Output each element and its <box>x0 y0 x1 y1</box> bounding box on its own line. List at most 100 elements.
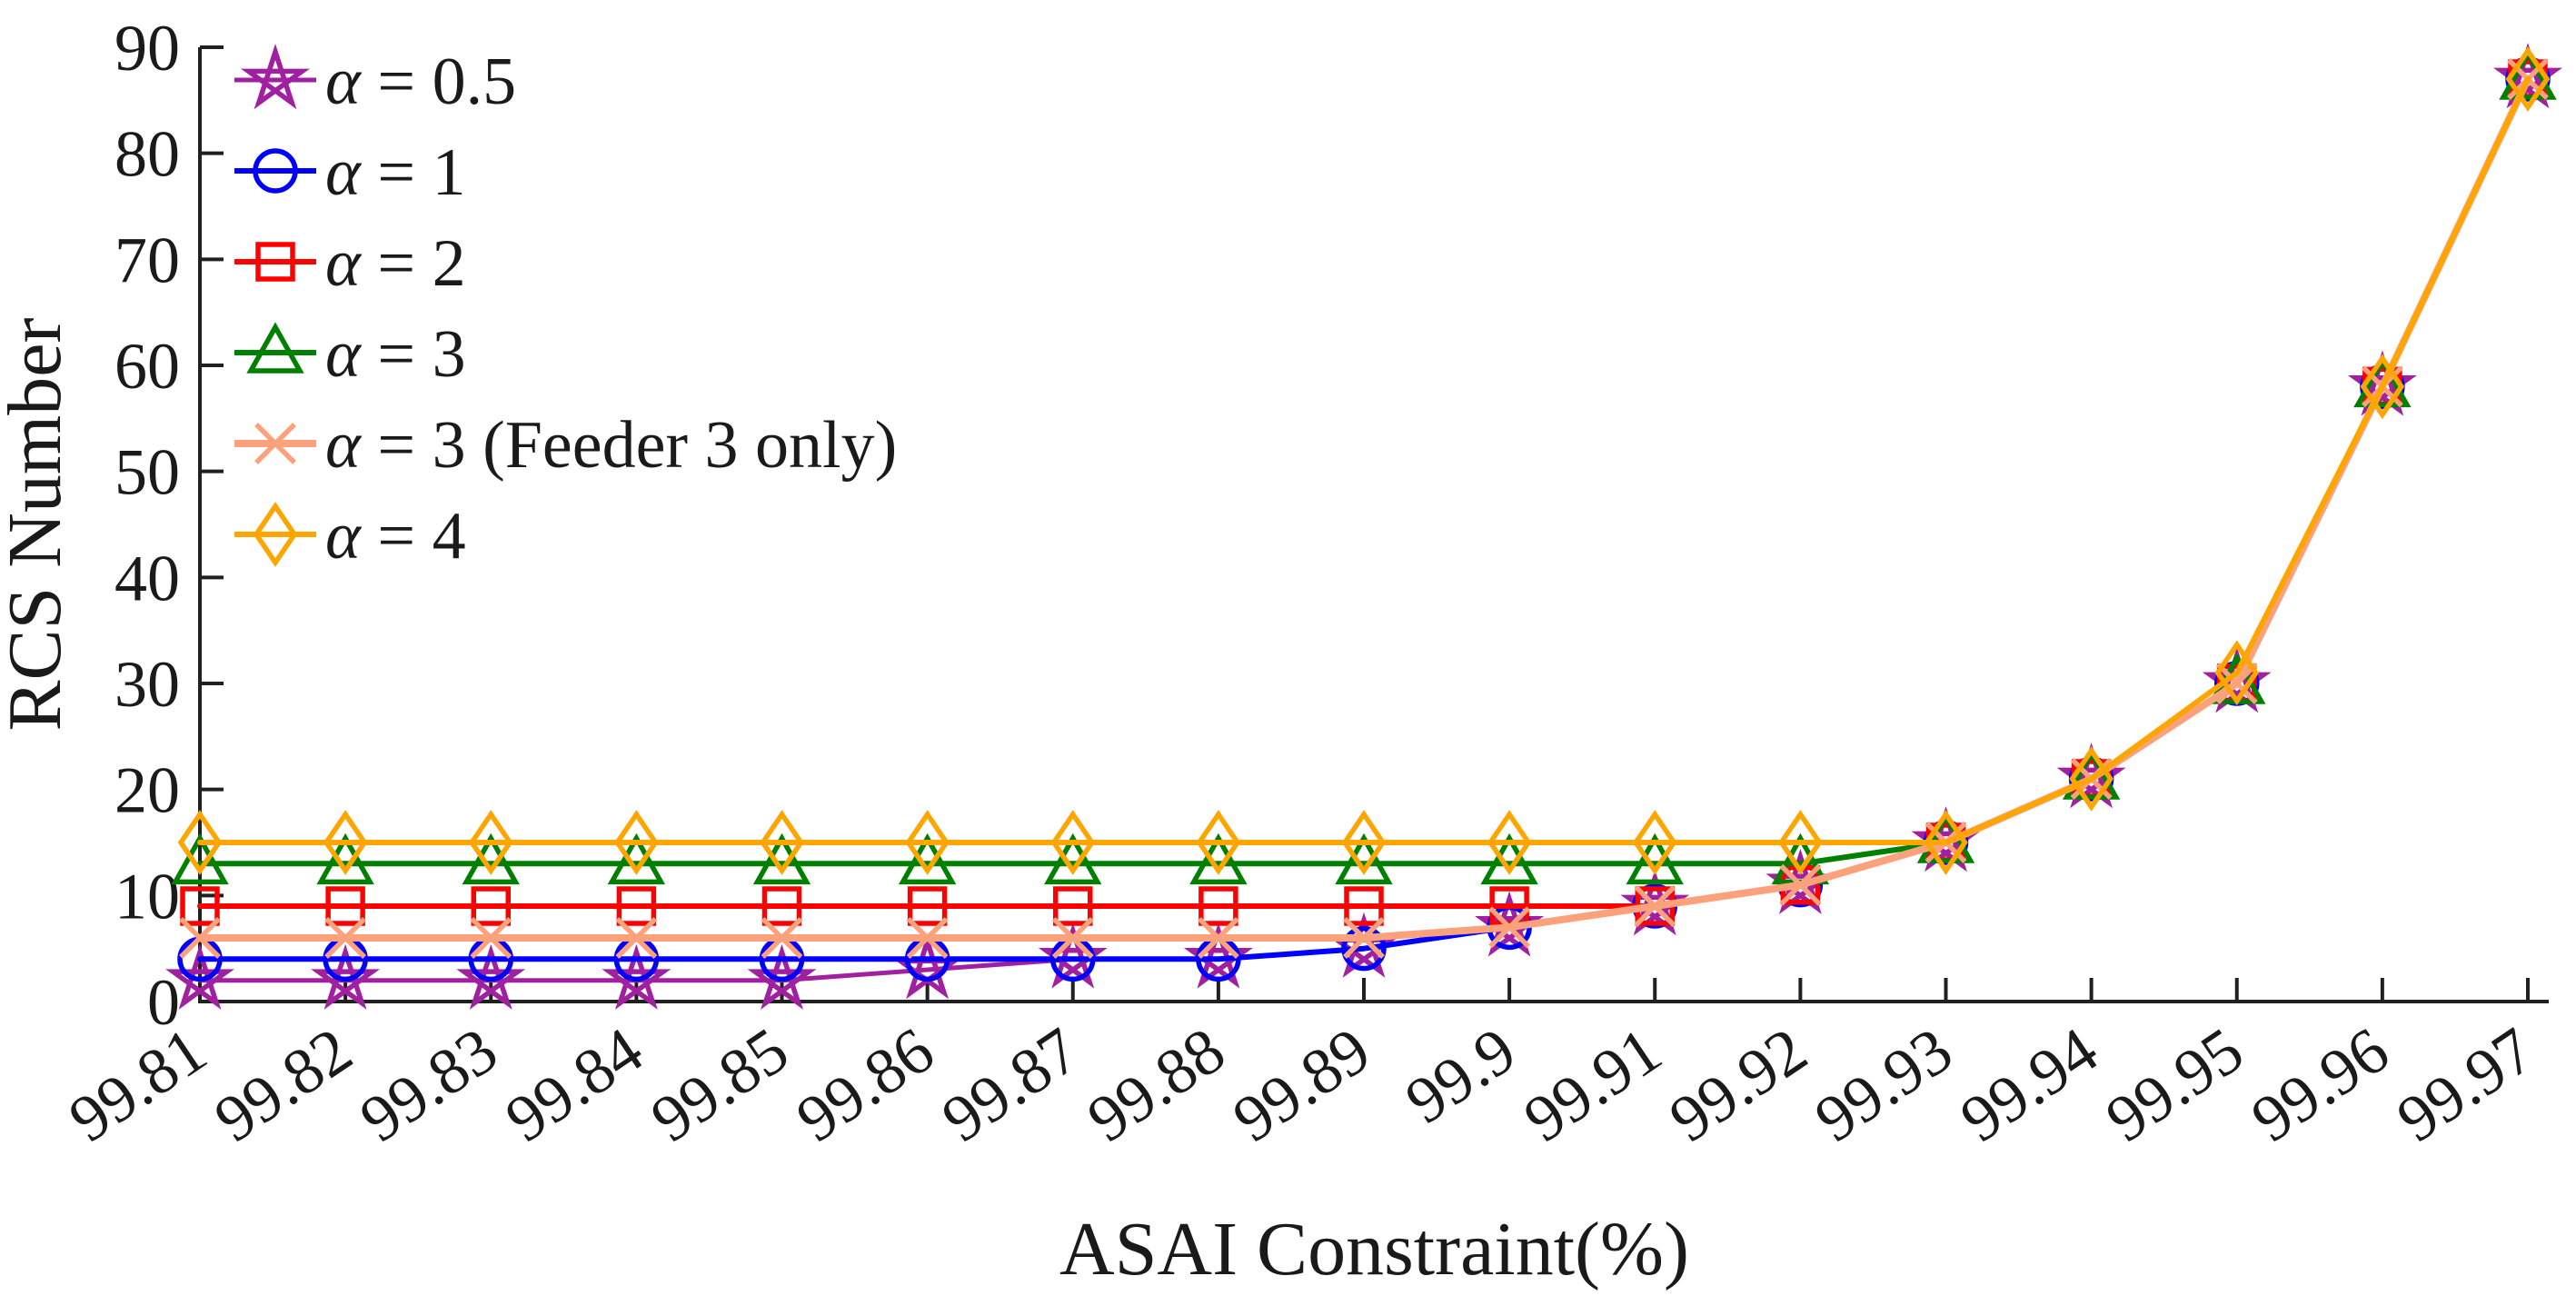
y-tick-label: 90 <box>114 12 180 85</box>
x-marker <box>615 917 658 959</box>
diamond-marker <box>2360 354 2405 420</box>
y-tick-label: 70 <box>114 224 180 296</box>
square-marker <box>1344 886 1384 926</box>
x-tick-label: 99.9 <box>1393 1013 1528 1138</box>
legend-label: α = 0.5 <box>325 45 516 119</box>
x-marker <box>2215 663 2258 704</box>
triangle-marker <box>171 832 229 885</box>
x-tick-label: 99.86 <box>784 1013 947 1156</box>
triangle-marker <box>1626 832 1684 885</box>
legend-label: α = 3 (Feeder 3 only) <box>325 408 897 483</box>
y-tick-label: 0 <box>147 966 180 1039</box>
y-axis-title: RCS Number <box>0 317 77 731</box>
x-tick-label: 99.95 <box>2094 1013 2256 1156</box>
legend-label: α = 2 <box>325 226 466 301</box>
y-tick-label: 80 <box>114 118 180 191</box>
x-marker <box>179 917 221 959</box>
triangle-marker <box>1480 832 1538 885</box>
series-line <box>197 76 2531 845</box>
triangle-marker <box>2499 48 2557 100</box>
series-line <box>196 75 2531 942</box>
diamond-marker <box>177 810 223 875</box>
square-marker <box>761 886 802 926</box>
diamond-marker <box>1778 810 1823 875</box>
x-tick-label: 99.88 <box>1075 1013 1238 1156</box>
diamond-marker <box>468 810 513 875</box>
diamond-marker <box>1487 810 1532 875</box>
legend-label: α = 4 <box>325 499 466 573</box>
legend-item: α = 3 <box>234 317 466 392</box>
series-α = 3 (Feeder 3 only) <box>179 58 2549 959</box>
x-tick-label: 99.83 <box>347 1013 510 1156</box>
triangle-marker <box>752 832 811 885</box>
x-marker <box>324 917 367 959</box>
series-line <box>197 76 2531 909</box>
y-tick-label: 50 <box>114 436 180 509</box>
x-tick-label: 99.91 <box>1511 1013 1674 1156</box>
x-tick-label: 99.93 <box>1802 1013 1964 1156</box>
x-marker <box>1634 885 1676 927</box>
diamond-marker <box>2214 640 2260 706</box>
y-tick-label: 30 <box>114 648 180 721</box>
x-tick-label: 99.92 <box>1656 1013 1819 1156</box>
x-tick-label: 99.81 <box>56 1013 219 1156</box>
diamond-marker <box>1341 810 1387 875</box>
x-tick-label: 99.82 <box>202 1013 364 1156</box>
diamond-marker <box>1632 810 1677 875</box>
series-α = 4 <box>177 46 2551 875</box>
x-marker <box>1197 917 1239 959</box>
triangle-marker <box>1044 832 1102 885</box>
legend-item: α = 1 <box>234 135 466 210</box>
square-marker <box>325 886 365 926</box>
square-marker <box>616 886 657 926</box>
y-tick-label: 60 <box>114 330 180 403</box>
circle-marker <box>253 148 298 194</box>
legend-item: α = 0.5 <box>234 44 516 119</box>
x-marker <box>761 917 803 959</box>
diamond-marker <box>760 810 804 875</box>
square-marker <box>471 886 511 926</box>
y-tick-label: 10 <box>114 860 180 932</box>
diamond-marker <box>614 810 659 875</box>
x-axis-title: ASAI Constraint(%) <box>1059 1207 1689 1291</box>
x-tick-label: 99.94 <box>1948 1013 2111 1156</box>
x-tick-label: 99.85 <box>638 1013 801 1156</box>
x-tick-label: 99.96 <box>2239 1013 2402 1156</box>
x-tick-label: 99.97 <box>2384 1013 2547 1156</box>
pentagram-marker <box>241 44 310 110</box>
pentagram-marker <box>311 943 381 1010</box>
diamond-marker <box>2069 746 2114 812</box>
diamond-marker <box>253 502 298 567</box>
x-marker <box>906 917 949 959</box>
triangle-marker <box>607 832 666 885</box>
legend-item: α = 2 <box>234 226 466 301</box>
diamond-marker <box>905 810 950 875</box>
y-tick-label: 20 <box>114 754 180 827</box>
square-marker <box>1489 886 1529 926</box>
x-marker <box>1343 917 1385 959</box>
x-tick-label: 99.84 <box>492 1013 655 1156</box>
diamond-marker <box>2505 46 2551 112</box>
x-tick-label: 99.87 <box>930 1013 1092 1156</box>
square-marker <box>1053 886 1093 926</box>
triangle-marker <box>316 832 374 885</box>
circle-marker <box>1341 925 1387 972</box>
series-line <box>197 76 2531 962</box>
pentagram-marker <box>602 943 671 1010</box>
triangle-marker <box>246 322 304 374</box>
diamond-marker <box>1924 810 1968 875</box>
legend: α = 0.5 α = 1 α = 2 α = 3 α = 3 (Feeder 3 on… <box>234 44 897 573</box>
series-α = 0.5 <box>165 43 2562 1010</box>
x-marker <box>1488 906 1531 949</box>
diamond-marker <box>1196 810 1241 875</box>
triangle-marker <box>1335 832 1393 885</box>
x-marker <box>254 423 296 464</box>
triangle-marker <box>898 832 957 885</box>
triangle-marker <box>1189 832 1248 885</box>
square-marker <box>180 886 220 926</box>
square-marker <box>1198 886 1238 926</box>
pentagram-marker <box>747 943 817 1010</box>
square-marker <box>255 242 295 282</box>
legend-item: α = 4 <box>234 499 466 573</box>
